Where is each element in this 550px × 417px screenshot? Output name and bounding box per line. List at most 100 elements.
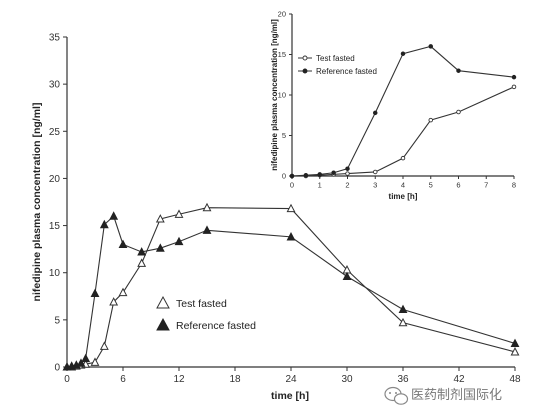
inset-x-tick-label: 7: [484, 181, 488, 190]
main-x-ticks: 0 6 12 18 24 30 36 42 48: [64, 367, 521, 385]
main-y-tick-label: 25: [49, 127, 61, 138]
inset-data-point: [511, 84, 517, 90]
inset-data-point: [303, 172, 309, 178]
main-x-tick-label: 42: [453, 374, 465, 385]
inset-x-tick-label: 8: [512, 181, 516, 190]
inset-data-point: [456, 68, 461, 73]
inset-y-ticks: 0 5 10 15 20: [278, 10, 292, 181]
legend-reference-label: Reference fasted: [176, 320, 256, 332]
main-y-tick-label: 0: [54, 363, 60, 374]
main-x-tick-label: 18: [229, 374, 241, 385]
main-series-group: [62, 202, 520, 371]
inset-data-point: [289, 173, 295, 179]
main-data-point: [90, 288, 100, 298]
main-y-tick-label: 35: [49, 33, 61, 44]
main-data-point: [109, 211, 119, 220]
inset-y-tick-label: 5: [282, 131, 286, 140]
inset-x-tick-label: 5: [429, 181, 433, 190]
main-x-axis-title: time [h]: [271, 390, 309, 402]
inset-data-point: [345, 166, 350, 171]
inset-legend-test-label: Test fasted: [316, 54, 355, 63]
main-data-point: [286, 203, 296, 213]
inset-y-tick-label: 0: [282, 172, 286, 181]
legend-test-label: Test fasted: [176, 298, 227, 310]
inset-data-point: [345, 171, 350, 176]
main-data-point: [118, 239, 128, 248]
main-y-tick-label: 10: [49, 268, 61, 279]
main-data-point: [137, 258, 147, 267]
main-y-tick-label: 20: [49, 174, 61, 185]
inset-data-point: [511, 74, 517, 80]
inset-x-tick-label: 6: [456, 181, 460, 190]
inset-x-tick-label: 4: [401, 181, 405, 190]
main-x-tick-label: 12: [173, 374, 185, 385]
main-x-tick-label: 48: [509, 374, 521, 385]
inset-data-point: [317, 172, 323, 177]
inset-y-tick-label: 15: [278, 50, 286, 59]
main-x-tick-label: 24: [285, 374, 297, 385]
inset-data-point: [373, 110, 378, 116]
main-data-point: [202, 202, 212, 212]
inset-data-point: [400, 51, 406, 56]
main-x-tick-label: 6: [120, 374, 126, 385]
main-y-tick-label: 15: [49, 221, 61, 232]
main-y-tick-label: 5: [54, 315, 60, 326]
inset-data-point: [400, 155, 406, 161]
inset-x-tick-label: 0: [290, 181, 294, 190]
inset-legend: Test fasted Reference fasted: [298, 54, 377, 76]
main-data-point: [137, 247, 147, 256]
inset-y-tick-label: 20: [278, 10, 286, 19]
watermark: 医药制剂国际化: [384, 386, 502, 405]
inset-data-point: [428, 44, 434, 49]
main-data-point: [99, 341, 109, 350]
main-y-tick-label: 30: [49, 80, 61, 91]
inset-x-axis-title: time [h]: [389, 192, 418, 201]
main-series-line-0: [67, 207, 516, 368]
inset-series-line-0: [292, 86, 515, 177]
inset-x-ticks: 0 1 2 3 4 5 6 7 8: [290, 176, 516, 190]
main-data-point: [202, 225, 212, 234]
main-data-point: [286, 232, 296, 241]
main-data-point: [174, 209, 184, 218]
main-data-point: [510, 347, 520, 356]
main-y-axis-title: nifedipine plasma concentration [ng/ml]: [31, 103, 43, 302]
main-data-point: [99, 219, 109, 229]
inset-data-point: [456, 109, 461, 115]
legend-reference-marker: [156, 317, 170, 331]
main-data-point: [342, 271, 352, 281]
main-x-tick-label: 30: [341, 374, 353, 385]
wechat-icon: [384, 386, 409, 405]
inset-series-group: [289, 44, 517, 179]
main-data-point: [81, 353, 91, 363]
inset-data-point: [373, 169, 378, 175]
inset-x-tick-label: 2: [345, 181, 349, 190]
inset-chart: 0 5 10 15 20 0 1 2 3 4 5 6 7 8 time [h] nifedipine p…: [270, 10, 517, 201]
inset-legend-test-marker: [302, 55, 308, 61]
main-data-point: [109, 297, 119, 306]
main-x-tick-label: 36: [397, 374, 409, 385]
main-y-ticks: 0 5 10 15 20 25 30 35: [49, 33, 67, 374]
main-legend: Test fasted Reference fasted: [156, 295, 256, 332]
watermark-text: 医药制剂国际化: [411, 388, 502, 403]
main-data-point: [174, 236, 184, 246]
inset-y-tick-label: 10: [278, 91, 286, 100]
inset-x-tick-label: 3: [373, 181, 377, 190]
inset-data-point: [428, 117, 434, 123]
main-data-point: [118, 287, 128, 297]
main-x-tick-label: 0: [64, 374, 70, 385]
inset-legend-reference-label: Reference fasted: [316, 67, 377, 76]
main-data-point: [90, 357, 100, 366]
inset-y-axis-title: nifedipine plasma concentration [ng/ml]: [270, 19, 279, 171]
main-data-point: [510, 338, 520, 347]
main-data-point: [398, 304, 408, 314]
inset-data-point: [331, 170, 336, 176]
main-data-point: [398, 317, 408, 327]
legend-test-marker: [156, 295, 170, 309]
main-data-point: [155, 214, 165, 223]
main-data-point: [76, 358, 86, 367]
inset-legend-reference-marker: [302, 68, 308, 74]
inset-series-line-1: [291, 45, 515, 177]
main-data-point: [155, 243, 165, 252]
